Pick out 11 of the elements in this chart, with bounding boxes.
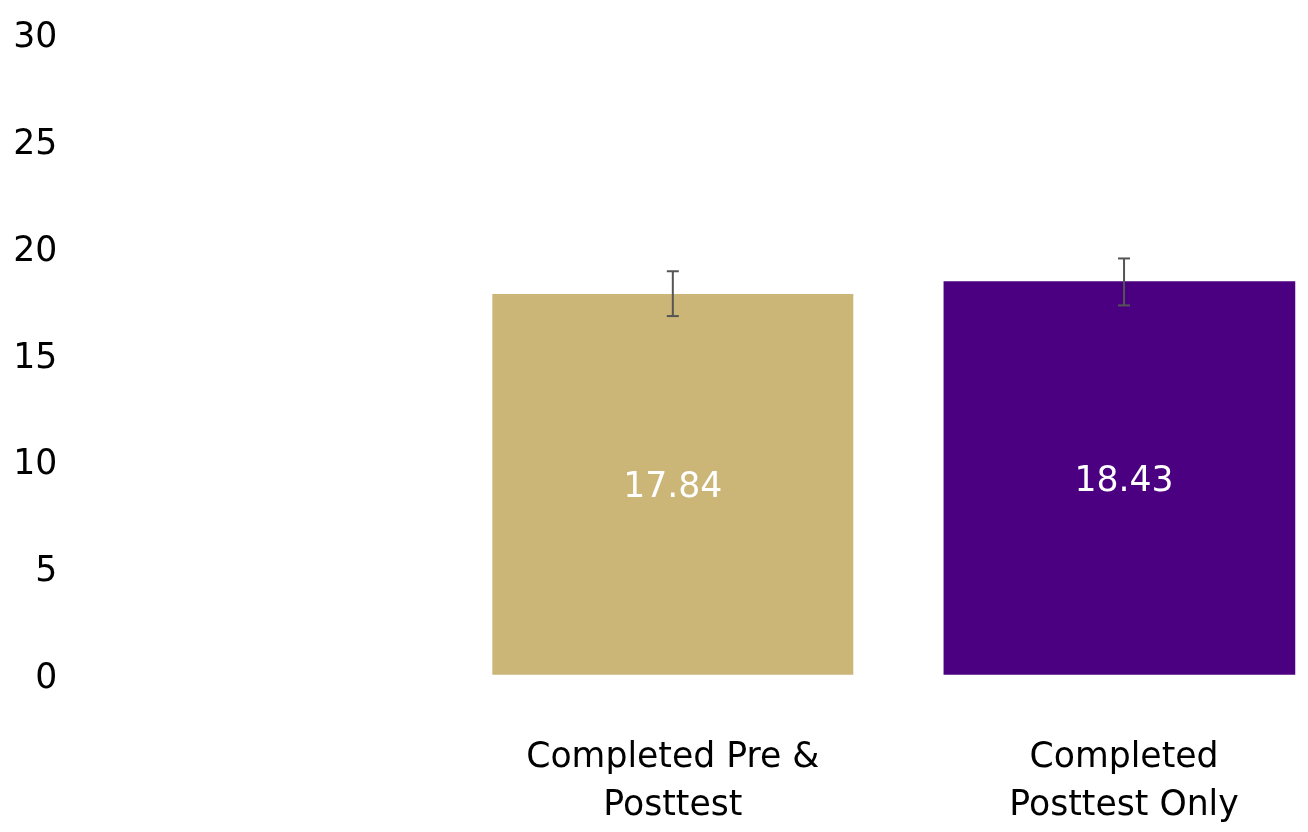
x-tick-label: Completed Pre & Posttest bbox=[526, 734, 820, 823]
y-tick-label: 20 bbox=[13, 228, 58, 269]
x-tick-label: Completed Posttest Only bbox=[1009, 734, 1239, 823]
data-label: 17.84 bbox=[623, 465, 723, 506]
y-tick-label: 30 bbox=[13, 15, 58, 56]
data-label: 18.43 bbox=[1074, 458, 1174, 499]
y-tick-label: 5 bbox=[35, 548, 58, 589]
y-tick-label: 0 bbox=[35, 655, 58, 696]
y-tick-label: 25 bbox=[13, 122, 58, 163]
y-tick-label: 15 bbox=[13, 335, 58, 376]
y-tick-label: 10 bbox=[13, 442, 58, 483]
